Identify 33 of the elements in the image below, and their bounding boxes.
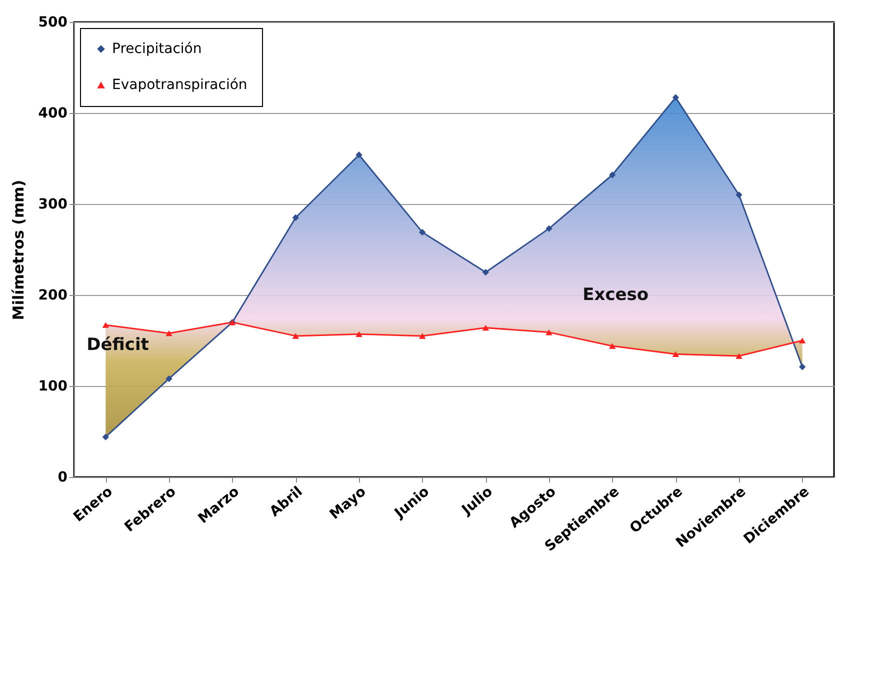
point: [672, 94, 680, 101]
point: [736, 353, 742, 359]
point: [292, 333, 300, 339]
point: [798, 364, 806, 370]
y-axis-title: Milímetros (mm): [9, 180, 28, 320]
y-tick-label: 300: [38, 196, 68, 212]
y-tick-label: 200: [38, 288, 68, 304]
y-tick-label: 100: [38, 378, 68, 394]
point: [166, 330, 172, 336]
y-tick-label: 400: [38, 106, 68, 122]
point: [608, 172, 616, 178]
point: [418, 228, 426, 236]
point: [672, 351, 680, 358]
point: [102, 434, 110, 440]
point: [546, 225, 552, 232]
point: [546, 329, 552, 336]
legend-label: Precipitación: [112, 41, 202, 57]
legend-label: Evapotranspiración: [112, 77, 248, 93]
point: [608, 343, 616, 349]
annotation: Exceso: [582, 285, 649, 305]
y-tick-label: 500: [38, 14, 68, 30]
point: [482, 268, 490, 276]
point: [166, 375, 172, 382]
y-tick-label: 0: [58, 470, 68, 486]
point: [418, 333, 426, 339]
annotation: Déficit: [86, 335, 149, 356]
point: [102, 322, 110, 328]
point: [482, 324, 490, 331]
point: [736, 192, 742, 198]
point: [798, 338, 806, 344]
point: [356, 331, 362, 338]
point: [356, 152, 362, 158]
point: [292, 214, 300, 222]
